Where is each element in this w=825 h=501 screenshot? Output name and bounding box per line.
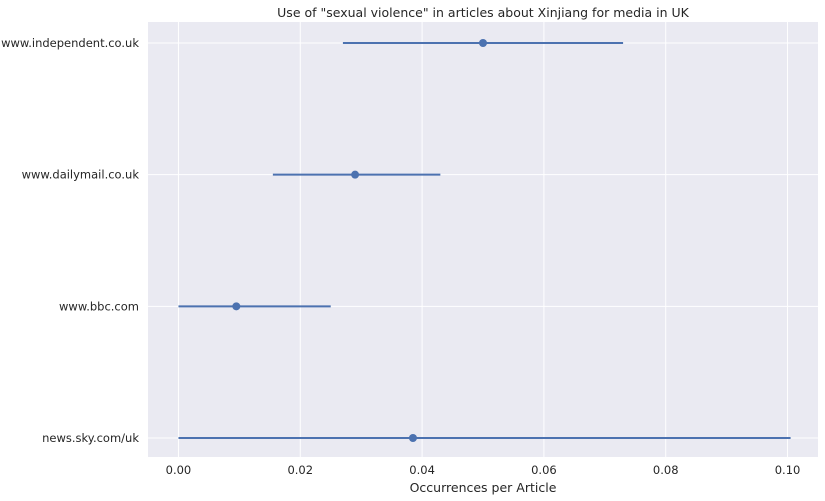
y-tick-label: www.dailymail.co.uk [22,168,140,182]
series-marks [178,39,791,442]
data-point [351,170,360,179]
x-tick-label: 0.06 [531,463,557,477]
chart-title: Use of "sexual violence" in articles abo… [277,5,689,20]
plot-area [148,22,818,457]
y-tick-labels: www.independent.co.uk www.dailymail.co.uk… [1,36,139,445]
x-tick-label: 0.10 [775,463,801,477]
x-axis-label: Occurrences per Article [410,480,557,495]
data-point [232,302,241,311]
y-tick-label: www.bbc.com [59,299,139,313]
x-tick-label: 0.00 [166,463,192,477]
x-tick-label: 0.04 [409,463,435,477]
x-tick-labels: 0.00 0.02 0.04 0.06 0.08 0.10 [166,463,801,477]
data-point [479,39,487,47]
y-tick-label: www.independent.co.uk [1,36,139,50]
x-tick-label: 0.08 [653,463,679,477]
x-tick-label: 0.02 [287,463,313,477]
y-tick-label: news.sky.com/uk [42,431,139,445]
data-point [408,434,417,442]
